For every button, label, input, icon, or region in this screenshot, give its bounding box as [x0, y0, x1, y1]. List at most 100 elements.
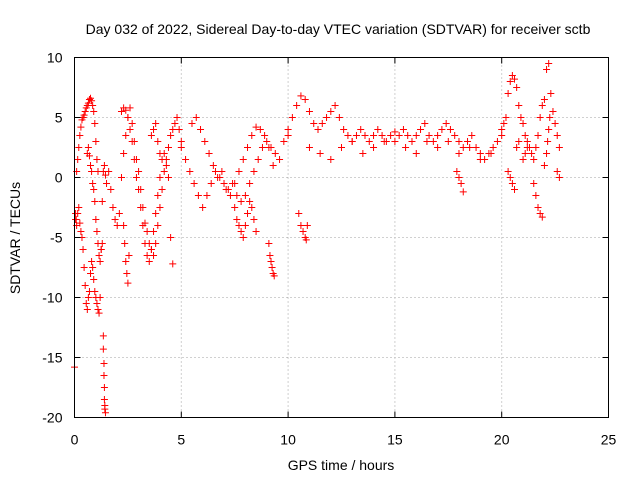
data-point [338, 144, 345, 151]
data-point [89, 180, 97, 187]
data-point [177, 138, 185, 145]
x-tick-labels: 0 5 10 15 20 25 [71, 432, 617, 448]
data-point [94, 306, 102, 313]
data-point [453, 168, 461, 175]
data-point [125, 252, 133, 259]
data-point [378, 132, 386, 139]
data-point [504, 168, 512, 175]
data-point [258, 144, 266, 151]
data-point [89, 102, 97, 109]
data-point [90, 186, 98, 193]
data-point [498, 126, 506, 133]
grid-lines [74, 57, 609, 418]
data-point [508, 180, 516, 187]
data-point [96, 294, 104, 301]
data-point [468, 132, 476, 139]
data-point [544, 138, 552, 145]
data-point [207, 180, 215, 187]
data-point [154, 222, 162, 229]
data-point [370, 144, 378, 151]
data-point [91, 288, 99, 295]
data-point [288, 114, 296, 121]
data-point [79, 246, 87, 253]
data-point [536, 114, 544, 121]
data-point [139, 222, 147, 229]
data-point [132, 174, 140, 181]
data-point [513, 84, 521, 91]
data-point [84, 294, 92, 301]
data-point [538, 213, 546, 221]
data-point [361, 132, 369, 139]
data-point [186, 168, 194, 175]
y-tick-label: 0 [55, 170, 63, 186]
data-point [164, 174, 172, 181]
data-point [434, 132, 442, 139]
data-point [502, 114, 510, 121]
data-point [91, 198, 99, 205]
data-point [152, 120, 160, 127]
data-point [233, 216, 241, 223]
data-point [244, 210, 252, 217]
data-point [498, 132, 506, 139]
x-tick-label: 25 [601, 432, 617, 448]
data-point [137, 204, 145, 211]
data-point [421, 120, 429, 127]
y-tick-label: 5 [55, 110, 63, 126]
data-point [77, 228, 85, 235]
data-point [530, 180, 538, 187]
data-point [222, 186, 230, 193]
data-point [192, 114, 200, 121]
data-point [515, 102, 523, 109]
data-point [352, 132, 360, 139]
data-point [546, 114, 554, 121]
x-axis-label: GPS time / hours [288, 457, 395, 473]
data-point [387, 132, 395, 139]
scatter-series-sdtvar [71, 60, 563, 417]
data-point [297, 222, 305, 229]
y-tick-label: -15 [42, 350, 62, 366]
data-point [95, 252, 103, 259]
data-point [540, 96, 548, 103]
data-point [87, 162, 95, 169]
data-point [130, 156, 138, 163]
data-point [173, 114, 181, 121]
data-point [100, 372, 108, 379]
data-point [135, 186, 143, 193]
data-point [246, 198, 254, 205]
data-point [124, 279, 132, 287]
data-point [154, 192, 162, 199]
data-point [506, 78, 514, 85]
data-point [241, 222, 249, 229]
data-point [156, 204, 164, 211]
y-tick-label: -5 [50, 230, 63, 246]
data-point [250, 216, 258, 223]
data-point [81, 108, 89, 115]
data-point [297, 92, 305, 100]
data-point [98, 240, 106, 247]
data-point [190, 180, 198, 187]
data-point [197, 126, 205, 133]
data-point [265, 144, 273, 151]
data-point [489, 144, 497, 151]
y-tick-label: -20 [42, 410, 62, 426]
data-point [76, 132, 84, 139]
data-point [147, 132, 155, 139]
data-point [370, 132, 378, 139]
data-point [120, 150, 128, 157]
y-tick-label: 10 [47, 50, 63, 66]
data-point [88, 258, 96, 265]
data-point [331, 102, 339, 109]
x-tick-label: 20 [494, 432, 510, 448]
data-point [523, 144, 531, 151]
data-point [154, 138, 162, 145]
data-point [305, 108, 313, 115]
data-point [335, 114, 343, 121]
data-point [555, 174, 563, 181]
data-point [93, 300, 101, 307]
data-point [429, 138, 437, 145]
data-point [521, 150, 529, 157]
data-point [88, 97, 96, 105]
data-point [143, 228, 151, 235]
data-point [150, 228, 158, 235]
data-point [519, 156, 527, 163]
